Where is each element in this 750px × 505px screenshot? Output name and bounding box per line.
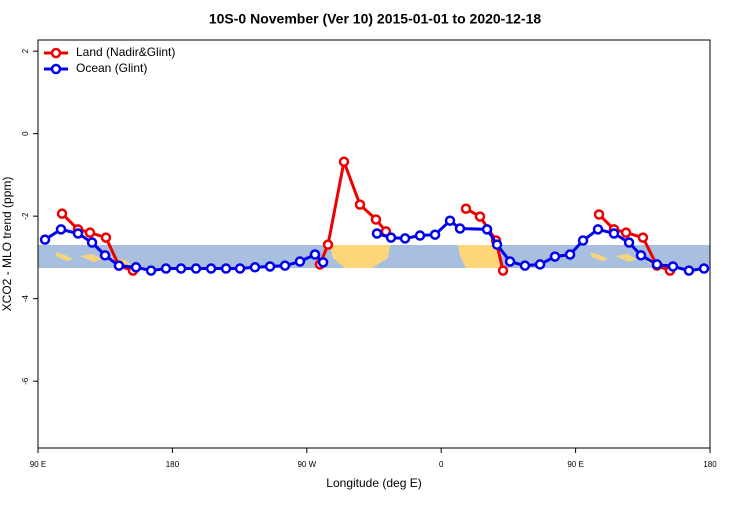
data-point (577, 235, 589, 246)
data-point (294, 256, 306, 267)
data-point (55, 224, 67, 235)
data-point (667, 261, 679, 272)
data-point (175, 263, 187, 274)
data-point (429, 229, 441, 240)
data-point (444, 215, 456, 226)
x-tick-label: 90 W (297, 460, 316, 469)
data-point (100, 232, 112, 243)
y-tick-label: -2 (21, 212, 30, 220)
data-point (491, 239, 503, 250)
data-point (683, 265, 695, 276)
x-tick-label: 0 (439, 460, 444, 469)
data-point (698, 263, 710, 274)
y-tick-label: -4 (21, 295, 30, 303)
y-axis-label: XCO2 - MLO trend (ppm) (0, 177, 14, 312)
data-point (72, 228, 84, 239)
data-point (113, 260, 125, 271)
data-point (608, 228, 620, 239)
data-point (593, 209, 605, 220)
data-point (635, 250, 647, 261)
data-point (309, 249, 321, 260)
data-point (497, 265, 509, 276)
data-point (205, 263, 217, 274)
data-point (39, 234, 51, 245)
data-point (56, 208, 68, 219)
data-point (249, 262, 261, 273)
data-point (322, 239, 334, 250)
data-point (84, 227, 96, 238)
data-point (370, 214, 382, 225)
data-point (160, 263, 172, 274)
x-tick-label: 90 E (30, 460, 46, 469)
x-tick-label: 90 E (567, 460, 583, 469)
data-point (220, 263, 232, 274)
data-point (519, 260, 531, 271)
data-point (338, 156, 350, 167)
data-point (592, 224, 604, 235)
data-point (190, 263, 202, 274)
data-point (460, 203, 472, 214)
y-tick-label: 2 (21, 48, 30, 53)
data-point (86, 237, 98, 248)
data-point (564, 249, 576, 260)
legend-label: Land (Nadir&Glint) (76, 45, 175, 59)
x-tick-label: 180 (703, 460, 717, 469)
data-point (371, 228, 383, 239)
x-tick-label: 180 (166, 460, 180, 469)
data-point (399, 233, 411, 244)
data-point (620, 227, 632, 238)
data-point (534, 259, 546, 270)
data-point (234, 263, 246, 274)
data-point (354, 199, 366, 210)
data-point (385, 232, 397, 243)
data-point (145, 265, 157, 276)
data-point (651, 259, 663, 270)
x-axis-label: Longitude (deg E) (326, 476, 421, 490)
data-point (317, 257, 329, 268)
data-point (637, 232, 649, 243)
legend-marker (50, 63, 62, 75)
data-point (264, 261, 276, 272)
chart-title: 10S-0 November (Ver 10) 2015-01-01 to 20… (209, 11, 542, 27)
data-point (474, 211, 486, 222)
plot-frame (37, 39, 711, 449)
data-point (481, 224, 493, 235)
legend-label: Ocean (Glint) (76, 61, 147, 75)
data-point (454, 223, 466, 234)
legend-marker (50, 47, 62, 59)
data-point (279, 260, 291, 271)
data-point (504, 256, 516, 267)
data-point (99, 250, 111, 261)
data-point (414, 230, 426, 241)
data-point (130, 262, 142, 273)
y-tick-label: -6 (21, 377, 30, 385)
data-point (623, 237, 635, 248)
data-point (549, 251, 561, 262)
y-tick-label: 0 (21, 131, 30, 136)
